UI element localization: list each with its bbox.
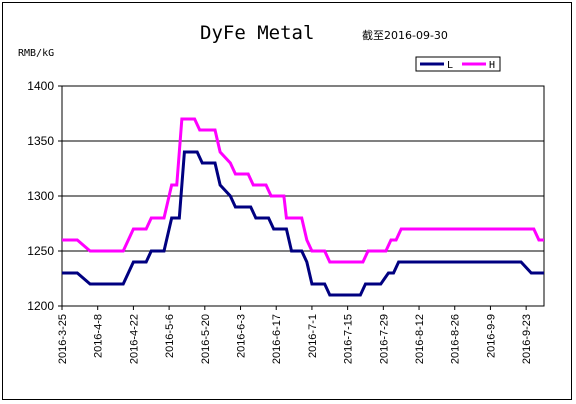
x-axis: 2016-3-25 2016-4-8 2016-4-22 2016-5-6 2016-5… [57, 306, 533, 364]
series-lines [62, 117, 544, 297]
x-tick-label: 2016-3-25 [57, 314, 69, 364]
y-tick-label: 1250 [27, 244, 54, 258]
x-tick-label: 2016-8-12 [414, 314, 426, 364]
legend: L H [415, 56, 501, 72]
x-tick-label: 2016-4-22 [128, 314, 140, 364]
x-tick-label: 2016-8-26 [450, 314, 462, 364]
x-tick-label: 2016-9-23 [521, 314, 533, 364]
chart-title: DyFe Metal [200, 22, 314, 44]
x-tick-label: 2016-7-29 [378, 314, 390, 364]
series-line-h [62, 117, 544, 264]
legend-box [415, 56, 501, 72]
y-tick-label: 1200 [27, 299, 54, 313]
x-tick-label: 2016-7-1 [307, 314, 319, 358]
y-axis: 1200 1250 1300 1350 1400 [27, 79, 62, 313]
legend-label-l: L [447, 60, 453, 71]
x-tick-label: 2016-7-15 [343, 314, 355, 364]
x-tick-label: 2016-4-8 [93, 314, 105, 358]
x-tick-label: 2016-6-3 [236, 314, 248, 358]
chart-subtitle: 截至2016-09-30 [362, 28, 448, 42]
x-tick-label: 2016-9-9 [485, 314, 497, 358]
x-tick-label: 2016-5-6 [164, 314, 176, 358]
x-tick-label: 2016-5-20 [200, 314, 212, 364]
legend-label-h: H [489, 60, 495, 71]
y-axis-unit-label: RMB/kG [18, 48, 54, 59]
y-tick-label: 1350 [27, 134, 54, 148]
x-tick-label: 2016-6-17 [271, 314, 283, 364]
grid-lines [62, 140, 544, 252]
series-line-l [62, 150, 544, 297]
y-tick-label: 1400 [27, 79, 54, 93]
y-tick-label: 1300 [27, 189, 54, 203]
